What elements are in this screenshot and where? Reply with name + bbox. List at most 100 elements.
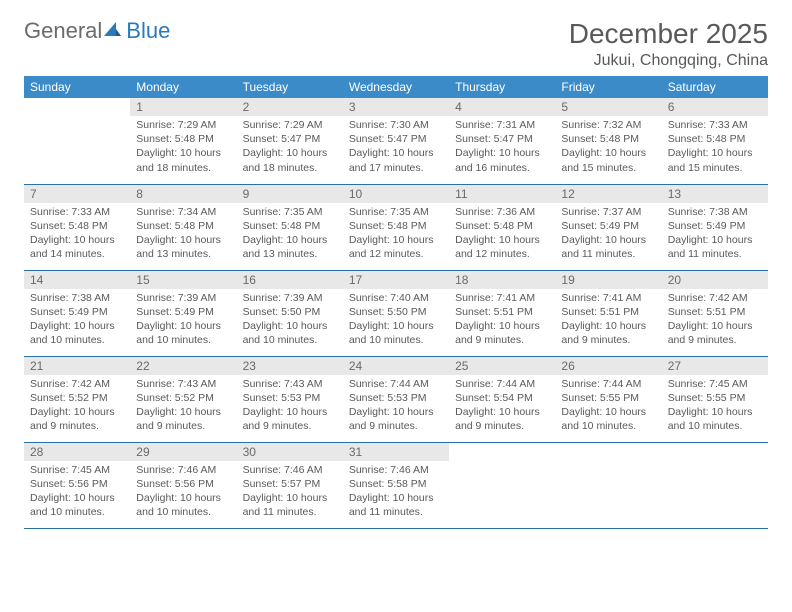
calendar-day-cell: 2Sunrise: 7:29 AMSunset: 5:47 PMDaylight… bbox=[237, 98, 343, 184]
day-number: 27 bbox=[662, 357, 768, 375]
daylight-text: Daylight: 10 hours and 15 minutes. bbox=[668, 146, 762, 174]
calendar-day-cell: 5Sunrise: 7:32 AMSunset: 5:48 PMDaylight… bbox=[555, 98, 661, 184]
daylight-text: Daylight: 10 hours and 9 minutes. bbox=[455, 319, 549, 347]
calendar-day-cell: 12Sunrise: 7:37 AMSunset: 5:49 PMDayligh… bbox=[555, 184, 661, 270]
calendar-week-row: 14Sunrise: 7:38 AMSunset: 5:49 PMDayligh… bbox=[24, 270, 768, 356]
calendar-body: 1Sunrise: 7:29 AMSunset: 5:48 PMDaylight… bbox=[24, 98, 768, 528]
sunrise-text: Sunrise: 7:42 AM bbox=[668, 291, 762, 305]
day-details: Sunrise: 7:38 AMSunset: 5:49 PMDaylight:… bbox=[24, 289, 130, 352]
calendar-day-cell: 25Sunrise: 7:44 AMSunset: 5:54 PMDayligh… bbox=[449, 356, 555, 442]
day-details: Sunrise: 7:31 AMSunset: 5:47 PMDaylight:… bbox=[449, 116, 555, 179]
daylight-text: Daylight: 10 hours and 17 minutes. bbox=[349, 146, 443, 174]
day-details: Sunrise: 7:46 AMSunset: 5:56 PMDaylight:… bbox=[130, 461, 236, 524]
calendar-day-cell: 30Sunrise: 7:46 AMSunset: 5:57 PMDayligh… bbox=[237, 442, 343, 528]
day-number: 28 bbox=[24, 443, 130, 461]
day-details: Sunrise: 7:39 AMSunset: 5:50 PMDaylight:… bbox=[237, 289, 343, 352]
day-number: 29 bbox=[130, 443, 236, 461]
sunrise-text: Sunrise: 7:41 AM bbox=[455, 291, 549, 305]
day-number: 24 bbox=[343, 357, 449, 375]
weekday-header: Monday bbox=[130, 76, 236, 98]
day-details: Sunrise: 7:45 AMSunset: 5:55 PMDaylight:… bbox=[662, 375, 768, 438]
header: General Blue December 2025 bbox=[24, 18, 768, 50]
day-number: 17 bbox=[343, 271, 449, 289]
calendar-week-row: 28Sunrise: 7:45 AMSunset: 5:56 PMDayligh… bbox=[24, 442, 768, 528]
sunrise-text: Sunrise: 7:36 AM bbox=[455, 205, 549, 219]
calendar-day-cell: 16Sunrise: 7:39 AMSunset: 5:50 PMDayligh… bbox=[237, 270, 343, 356]
day-details: Sunrise: 7:30 AMSunset: 5:47 PMDaylight:… bbox=[343, 116, 449, 179]
daylight-text: Daylight: 10 hours and 9 minutes. bbox=[455, 405, 549, 433]
day-number: 15 bbox=[130, 271, 236, 289]
day-number: 8 bbox=[130, 185, 236, 203]
daylight-text: Daylight: 10 hours and 9 minutes. bbox=[136, 405, 230, 433]
day-number: 31 bbox=[343, 443, 449, 461]
day-details: Sunrise: 7:34 AMSunset: 5:48 PMDaylight:… bbox=[130, 203, 236, 266]
calendar-day-cell: 3Sunrise: 7:30 AMSunset: 5:47 PMDaylight… bbox=[343, 98, 449, 184]
day-details: Sunrise: 7:42 AMSunset: 5:52 PMDaylight:… bbox=[24, 375, 130, 438]
day-details: Sunrise: 7:36 AMSunset: 5:48 PMDaylight:… bbox=[449, 203, 555, 266]
calendar-day-cell: 20Sunrise: 7:42 AMSunset: 5:51 PMDayligh… bbox=[662, 270, 768, 356]
calendar-day-cell: 7Sunrise: 7:33 AMSunset: 5:48 PMDaylight… bbox=[24, 184, 130, 270]
sunset-text: Sunset: 5:53 PM bbox=[349, 391, 443, 405]
day-details: Sunrise: 7:43 AMSunset: 5:52 PMDaylight:… bbox=[130, 375, 236, 438]
sunset-text: Sunset: 5:48 PM bbox=[136, 219, 230, 233]
day-number: 18 bbox=[449, 271, 555, 289]
sunrise-text: Sunrise: 7:37 AM bbox=[561, 205, 655, 219]
daylight-text: Daylight: 10 hours and 9 minutes. bbox=[668, 319, 762, 347]
day-details: Sunrise: 7:35 AMSunset: 5:48 PMDaylight:… bbox=[237, 203, 343, 266]
sunset-text: Sunset: 5:55 PM bbox=[668, 391, 762, 405]
sunset-text: Sunset: 5:49 PM bbox=[561, 219, 655, 233]
daylight-text: Daylight: 10 hours and 12 minutes. bbox=[455, 233, 549, 261]
calendar-day-cell: 13Sunrise: 7:38 AMSunset: 5:49 PMDayligh… bbox=[662, 184, 768, 270]
day-number: 7 bbox=[24, 185, 130, 203]
sunset-text: Sunset: 5:51 PM bbox=[668, 305, 762, 319]
logo-sail-icon bbox=[102, 20, 122, 43]
weekday-header: Sunday bbox=[24, 76, 130, 98]
calendar-day-cell: 22Sunrise: 7:43 AMSunset: 5:52 PMDayligh… bbox=[130, 356, 236, 442]
sunset-text: Sunset: 5:51 PM bbox=[561, 305, 655, 319]
sunrise-text: Sunrise: 7:44 AM bbox=[561, 377, 655, 391]
calendar-day-cell: 31Sunrise: 7:46 AMSunset: 5:58 PMDayligh… bbox=[343, 442, 449, 528]
sunrise-text: Sunrise: 7:46 AM bbox=[349, 463, 443, 477]
logo-text-1: General bbox=[24, 18, 102, 44]
sunrise-text: Sunrise: 7:35 AM bbox=[349, 205, 443, 219]
calendar-week-row: 21Sunrise: 7:42 AMSunset: 5:52 PMDayligh… bbox=[24, 356, 768, 442]
daylight-text: Daylight: 10 hours and 18 minutes. bbox=[136, 146, 230, 174]
daylight-text: Daylight: 10 hours and 10 minutes. bbox=[136, 491, 230, 519]
daylight-text: Daylight: 10 hours and 15 minutes. bbox=[561, 146, 655, 174]
calendar-day-cell: 14Sunrise: 7:38 AMSunset: 5:49 PMDayligh… bbox=[24, 270, 130, 356]
page-title: December 2025 bbox=[569, 18, 768, 50]
day-details: Sunrise: 7:45 AMSunset: 5:56 PMDaylight:… bbox=[24, 461, 130, 524]
day-details: Sunrise: 7:41 AMSunset: 5:51 PMDaylight:… bbox=[555, 289, 661, 352]
calendar-day-cell: 6Sunrise: 7:33 AMSunset: 5:48 PMDaylight… bbox=[662, 98, 768, 184]
daylight-text: Daylight: 10 hours and 10 minutes. bbox=[668, 405, 762, 433]
calendar-day-cell: 28Sunrise: 7:45 AMSunset: 5:56 PMDayligh… bbox=[24, 442, 130, 528]
daylight-text: Daylight: 10 hours and 11 minutes. bbox=[349, 491, 443, 519]
weekday-header: Saturday bbox=[662, 76, 768, 98]
sunrise-text: Sunrise: 7:41 AM bbox=[561, 291, 655, 305]
day-number: 6 bbox=[662, 98, 768, 116]
sunrise-text: Sunrise: 7:43 AM bbox=[136, 377, 230, 391]
day-number: 16 bbox=[237, 271, 343, 289]
daylight-text: Daylight: 10 hours and 10 minutes. bbox=[30, 319, 124, 347]
daylight-text: Daylight: 10 hours and 13 minutes. bbox=[136, 233, 230, 261]
calendar-week-row: 1Sunrise: 7:29 AMSunset: 5:48 PMDaylight… bbox=[24, 98, 768, 184]
daylight-text: Daylight: 10 hours and 10 minutes. bbox=[136, 319, 230, 347]
day-number: 25 bbox=[449, 357, 555, 375]
daylight-text: Daylight: 10 hours and 14 minutes. bbox=[30, 233, 124, 261]
sunset-text: Sunset: 5:50 PM bbox=[243, 305, 337, 319]
calendar-day-cell: 18Sunrise: 7:41 AMSunset: 5:51 PMDayligh… bbox=[449, 270, 555, 356]
daylight-text: Daylight: 10 hours and 11 minutes. bbox=[668, 233, 762, 261]
day-details: Sunrise: 7:39 AMSunset: 5:49 PMDaylight:… bbox=[130, 289, 236, 352]
sunset-text: Sunset: 5:47 PM bbox=[349, 132, 443, 146]
sunrise-text: Sunrise: 7:39 AM bbox=[136, 291, 230, 305]
calendar-day-cell: 19Sunrise: 7:41 AMSunset: 5:51 PMDayligh… bbox=[555, 270, 661, 356]
sunset-text: Sunset: 5:49 PM bbox=[30, 305, 124, 319]
logo: General Blue bbox=[24, 18, 170, 44]
sunrise-text: Sunrise: 7:45 AM bbox=[668, 377, 762, 391]
day-number: 2 bbox=[237, 98, 343, 116]
calendar-table: SundayMondayTuesdayWednesdayThursdayFrid… bbox=[24, 76, 768, 529]
location-label: Jukui, Chongqing, China bbox=[24, 52, 768, 70]
day-details: Sunrise: 7:44 AMSunset: 5:54 PMDaylight:… bbox=[449, 375, 555, 438]
sunrise-text: Sunrise: 7:38 AM bbox=[668, 205, 762, 219]
sunrise-text: Sunrise: 7:33 AM bbox=[30, 205, 124, 219]
